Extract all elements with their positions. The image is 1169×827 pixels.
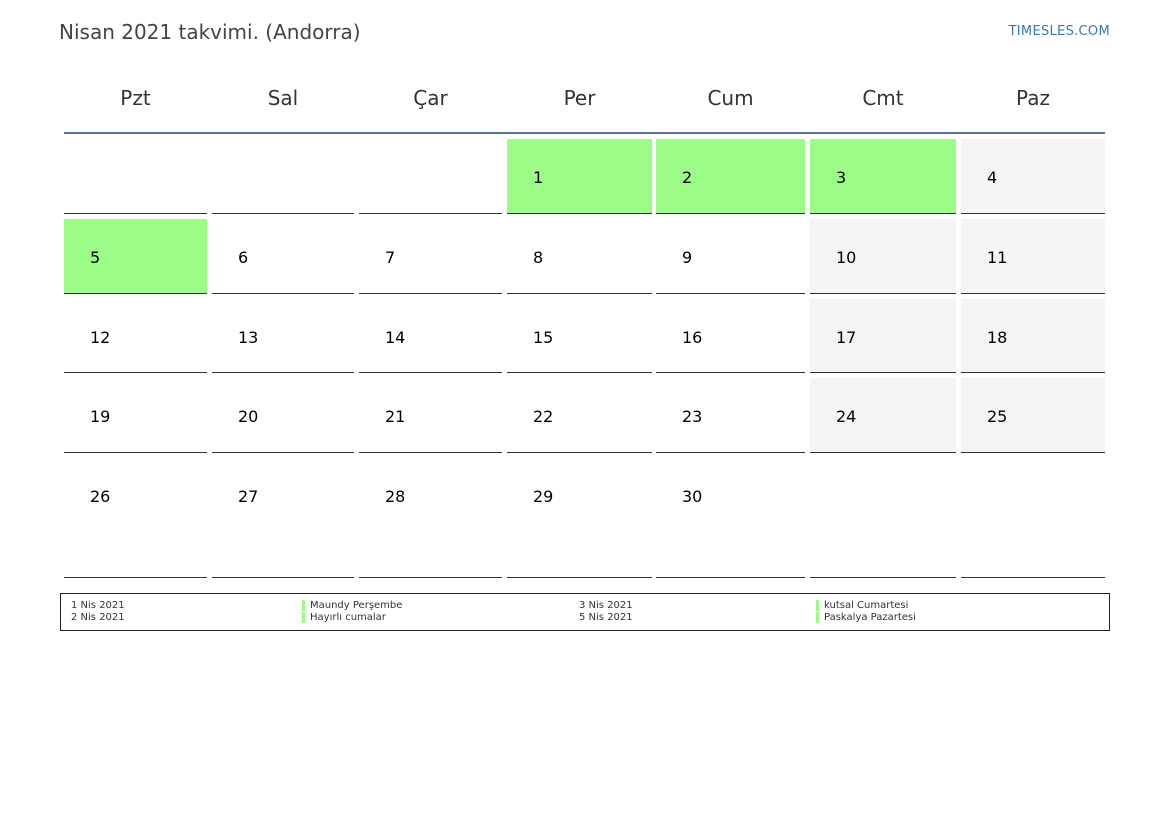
day-cell-13[interactable]: 13	[212, 299, 354, 373]
holiday-legend: 1 Nis 2021 2 Nis 2021 Maundy Perşembe Ha…	[60, 593, 1110, 631]
day-cell-22[interactable]: 22	[507, 378, 652, 453]
day-number: 12	[90, 328, 111, 347]
day-cell-6[interactable]: 6	[212, 219, 354, 294]
legend-holiday-name: Paskalya Pazartesi	[824, 612, 916, 623]
empty-cell	[810, 458, 956, 578]
day-number: 11	[987, 248, 1008, 267]
day-number: 29	[533, 487, 554, 506]
day-number: 21	[385, 407, 406, 426]
day-number: 15	[533, 328, 554, 347]
legend-swatch	[302, 612, 305, 623]
weekday-label: Cum	[707, 86, 754, 110]
day-number: 30	[682, 487, 703, 506]
day-cell-12[interactable]: 12	[64, 299, 207, 373]
day-number: 16	[682, 328, 703, 347]
weekday-label: Cmt	[862, 86, 904, 110]
day-number: 14	[385, 328, 406, 347]
legend-swatch	[816, 612, 819, 623]
empty-cell	[961, 458, 1105, 578]
day-cell-3[interactable]: 3	[810, 139, 956, 214]
day-cell-16[interactable]: 16	[656, 299, 805, 373]
day-cell-9[interactable]: 9	[656, 219, 805, 294]
day-cell-1[interactable]: 1	[507, 139, 652, 214]
legend-date: 1 Nis 2021	[71, 600, 125, 611]
day-number: 19	[90, 407, 111, 426]
day-number: 6	[238, 248, 249, 267]
day-number: 20	[238, 407, 259, 426]
empty-cell	[64, 139, 207, 214]
day-cell-14[interactable]: 14	[359, 299, 502, 373]
brand-link[interactable]: TIMESLES.COM	[1008, 24, 1110, 39]
legend-holiday-name: kutsal Cumartesi	[824, 600, 909, 611]
weekday-label: Çar	[413, 86, 448, 110]
day-number: 13	[238, 328, 259, 347]
day-cell-27[interactable]: 27	[212, 458, 354, 578]
weekday-label: Sal	[267, 86, 299, 110]
day-cell-4[interactable]: 4	[961, 139, 1105, 214]
weekday-header: Pzt Sal Çar Per Cum Cmt Paz	[64, 80, 1105, 134]
day-cell-28[interactable]: 28	[359, 458, 502, 578]
day-number: 8	[533, 248, 544, 267]
day-number: 25	[987, 407, 1008, 426]
day-number: 26	[90, 487, 111, 506]
empty-cell	[359, 139, 502, 214]
legend-swatch	[816, 600, 819, 611]
day-cell-19[interactable]: 19	[64, 378, 207, 453]
day-cell-7[interactable]: 7	[359, 219, 502, 294]
day-cell-24[interactable]: 24	[810, 378, 956, 453]
day-cell-26[interactable]: 26	[64, 458, 207, 578]
day-cell-18[interactable]: 18	[961, 299, 1105, 373]
day-cell-8[interactable]: 8	[507, 219, 652, 294]
day-number: 7	[385, 248, 396, 267]
day-cell-23[interactable]: 23	[656, 378, 805, 453]
page-title: Nisan 2021 takvimi. (Andorra)	[59, 20, 361, 44]
day-cell-5[interactable]: 5	[64, 219, 207, 294]
day-number: 17	[836, 328, 857, 347]
legend-holiday-name: Maundy Perşembe	[310, 600, 403, 611]
day-cell-21[interactable]: 21	[359, 378, 502, 453]
day-number: 28	[385, 487, 406, 506]
day-cell-11[interactable]: 11	[961, 219, 1105, 294]
day-number: 4	[987, 168, 998, 187]
legend-date: 2 Nis 2021	[71, 612, 125, 623]
legend-swatch	[302, 600, 305, 611]
day-cell-30[interactable]: 30	[656, 458, 805, 578]
weekday-label: Per	[563, 86, 596, 110]
day-number: 5	[90, 248, 101, 267]
legend-date: 3 Nis 2021	[579, 600, 633, 611]
day-number: 10	[836, 248, 857, 267]
day-number: 1	[533, 168, 544, 187]
day-number: 2	[682, 168, 693, 187]
weekday-label: Pzt	[120, 86, 151, 110]
legend-date: 5 Nis 2021	[579, 612, 633, 623]
day-number: 18	[987, 328, 1008, 347]
day-cell-29[interactable]: 29	[507, 458, 652, 578]
day-number: 9	[682, 248, 693, 267]
legend-holiday-name: Hayırlı cumalar	[310, 612, 386, 623]
day-cell-20[interactable]: 20	[212, 378, 354, 453]
day-cell-10[interactable]: 10	[810, 219, 956, 294]
day-cell-17[interactable]: 17	[810, 299, 956, 373]
weekday-label: Paz	[1016, 86, 1050, 110]
day-number: 23	[682, 407, 703, 426]
day-number: 24	[836, 407, 857, 426]
day-cell-2[interactable]: 2	[656, 139, 805, 214]
empty-cell	[212, 139, 354, 214]
day-number: 3	[836, 168, 847, 187]
day-cell-15[interactable]: 15	[507, 299, 652, 373]
day-number: 22	[533, 407, 554, 426]
day-number: 27	[238, 487, 259, 506]
day-cell-25[interactable]: 25	[961, 378, 1105, 453]
